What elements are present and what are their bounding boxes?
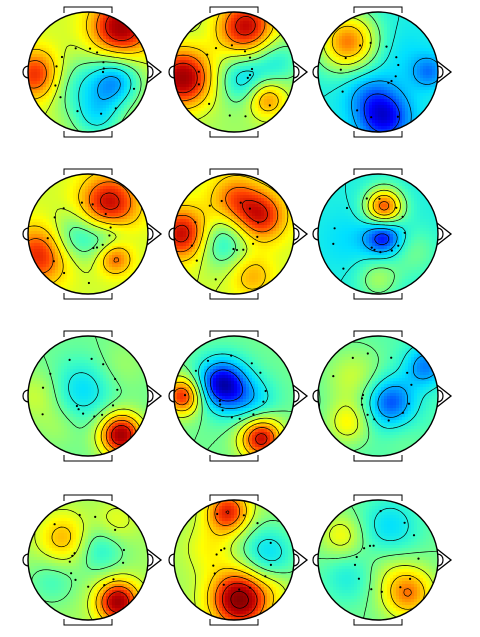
electrode-markers	[332, 197, 406, 270]
bottom-tab	[209, 619, 259, 626]
top-tab	[209, 168, 259, 175]
topoplot-r4c2	[168, 494, 309, 626]
head-outline	[317, 11, 439, 133]
left-ear	[22, 553, 29, 567]
head-outline	[27, 499, 149, 621]
topoplot-r3c3	[312, 330, 453, 462]
right-ear	[437, 227, 444, 241]
left-ear	[168, 389, 175, 403]
right-ear	[293, 227, 300, 241]
electrode-markers	[339, 41, 400, 119]
top-tab	[209, 494, 259, 501]
topoplot-r3c1	[22, 330, 163, 462]
electrode-markers	[190, 199, 260, 281]
right-ear	[293, 65, 300, 79]
left-ear	[168, 65, 175, 79]
bottom-tab	[209, 131, 259, 138]
head-outline	[173, 173, 295, 295]
electrode-markers	[53, 513, 125, 588]
electrode-markers	[197, 44, 271, 118]
topoplot-r2c3	[312, 168, 453, 300]
bottom-tab	[209, 455, 259, 462]
left-ear	[22, 65, 29, 79]
left-ear	[22, 389, 29, 403]
electrode-markers	[183, 354, 267, 420]
head-outline	[173, 11, 295, 133]
electrode-markers	[54, 47, 136, 115]
nose-marker	[436, 60, 453, 84]
topoplot-r4c3	[312, 494, 453, 626]
bottom-tab	[353, 293, 403, 300]
topoplot-r1c3	[312, 6, 453, 138]
head-outline	[317, 499, 439, 621]
nose-marker	[146, 222, 163, 246]
bottom-tab	[353, 619, 403, 626]
right-ear	[147, 65, 154, 79]
electrode-markers	[332, 352, 413, 422]
left-ear	[312, 227, 319, 241]
head-outline	[317, 335, 439, 457]
head-outline	[27, 173, 149, 295]
left-ear	[312, 389, 319, 403]
top-tab	[209, 330, 259, 337]
nose-marker	[436, 384, 453, 408]
left-ear	[312, 553, 319, 567]
right-ear	[293, 553, 300, 567]
bottom-tab	[63, 293, 113, 300]
head-outline	[27, 335, 149, 457]
electrode-markers	[46, 201, 112, 285]
top-tab	[353, 494, 403, 501]
topoplot-r1c2	[168, 6, 309, 138]
right-ear	[437, 65, 444, 79]
electrode-markers	[353, 510, 420, 593]
topoplot-r3c2	[168, 330, 309, 462]
nose-marker	[436, 222, 453, 246]
top-tab	[63, 168, 113, 175]
bottom-tab	[63, 455, 113, 462]
topoplot-r2c2	[168, 168, 309, 300]
top-tab	[63, 494, 113, 501]
right-ear	[437, 553, 444, 567]
nose-marker	[146, 548, 163, 572]
top-tab	[63, 330, 113, 337]
nose-marker	[292, 548, 309, 572]
top-tab	[353, 6, 403, 13]
head-outline	[173, 499, 295, 621]
topoplot-r4c1	[22, 494, 163, 626]
left-ear	[168, 553, 175, 567]
right-ear	[293, 389, 300, 403]
top-tab	[209, 6, 259, 13]
right-ear	[147, 553, 154, 567]
left-ear	[168, 227, 175, 241]
nose-marker	[292, 384, 309, 408]
electrode-markers	[212, 512, 272, 591]
bottom-tab	[63, 619, 113, 626]
top-tab	[63, 6, 113, 13]
topoplot-r2c1	[22, 168, 163, 300]
head-outline	[27, 11, 149, 133]
nose-marker	[436, 548, 453, 572]
nose-marker	[146, 384, 163, 408]
right-ear	[147, 389, 154, 403]
bottom-tab	[353, 131, 403, 138]
bottom-tab	[63, 131, 113, 138]
electrode-markers	[41, 357, 119, 418]
head-outline	[317, 173, 439, 295]
nose-marker	[292, 60, 309, 84]
head-outline	[173, 335, 295, 457]
top-tab	[353, 330, 403, 337]
right-ear	[147, 227, 154, 241]
left-ear	[22, 227, 29, 241]
right-ear	[437, 389, 444, 403]
top-tab	[353, 168, 403, 175]
nose-marker	[292, 222, 309, 246]
contour-lines	[174, 175, 289, 294]
topoplot-r1c1	[22, 6, 163, 138]
nose-marker	[146, 60, 163, 84]
left-ear	[312, 65, 319, 79]
bottom-tab	[209, 293, 259, 300]
bottom-tab	[353, 455, 403, 462]
